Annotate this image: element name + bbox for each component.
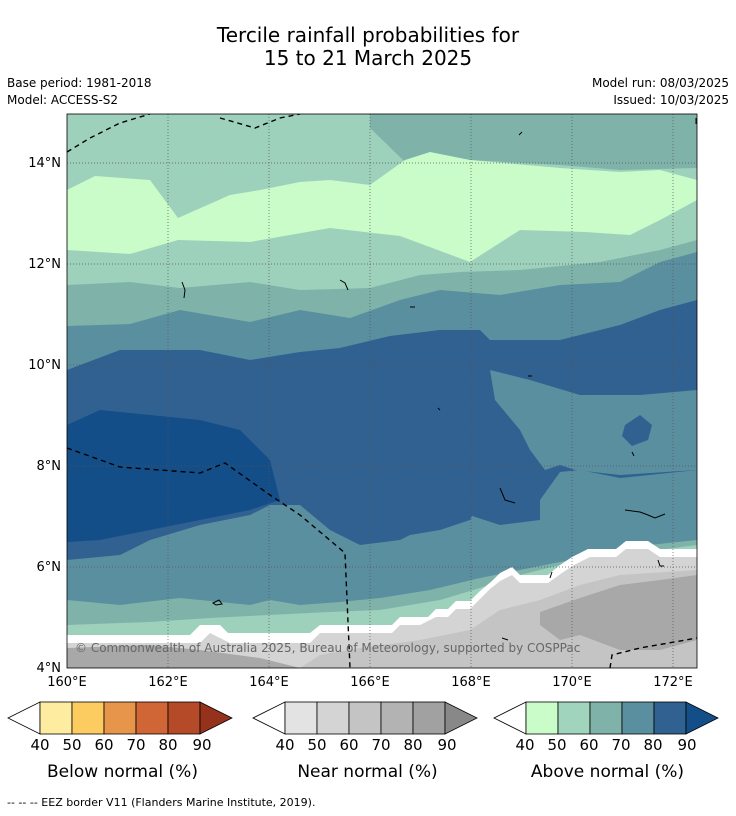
colorbar-below-swatch	[71, 701, 105, 735]
lat-label-8n: 8°N	[36, 459, 62, 474]
above-normal-40-band	[67, 152, 697, 262]
colorbar-below-high-arrow	[199, 701, 233, 735]
colorbar-above-tick: 70	[611, 736, 631, 754]
colorbar-above-swatch	[621, 701, 655, 735]
near-normal-80-band	[540, 575, 697, 650]
above-normal-80-spot	[622, 415, 652, 446]
above-normal-80-central	[340, 330, 530, 535]
colorbar-below-tick: 90	[192, 736, 212, 754]
eez-border	[67, 114, 697, 668]
map-frame	[66, 113, 698, 669]
lat-label-10n: 10°N	[28, 358, 61, 373]
colorbar-near-tick: 90	[437, 736, 457, 754]
lon-label-172e: 172°E	[653, 675, 693, 690]
copyright-notice: © Commonwealth of Australia 2025, Bureau…	[75, 641, 581, 655]
colorbar-near-tick: 80	[403, 736, 423, 754]
colorbar-below-swatch	[39, 701, 73, 735]
colorbar-above-tick: 90	[677, 736, 697, 754]
base-period: Base period: 1981-2018	[7, 76, 152, 90]
colorbar-near-swatch	[284, 701, 318, 735]
colorbar-below-tick: 40	[30, 736, 50, 754]
colorbar-below-tick: 80	[158, 736, 178, 754]
colorbar-below-swatch	[103, 701, 137, 735]
colorbar-above-low-arrow	[493, 701, 527, 735]
colorbar-near-tick: 60	[339, 736, 359, 754]
colorbar-below-swatch	[135, 701, 169, 735]
lat-label-12n: 12°N	[28, 257, 61, 272]
graticule	[67, 114, 697, 668]
lon-label-168e: 168°E	[451, 675, 491, 690]
colorbar-below-tick: 70	[126, 736, 146, 754]
eez-border-note: -- -- -- EEZ border V11 (Flanders Marine…	[7, 796, 316, 809]
map-area	[67, 114, 697, 668]
model-name: Model: ACCESS-S2	[7, 93, 119, 107]
above-normal-70-east	[490, 370, 697, 475]
colorbar-above-swatch	[525, 701, 559, 735]
lat-label-4n: 4°N	[36, 661, 62, 676]
colorbar-above-swatch	[589, 701, 623, 735]
above-normal-60-north	[370, 114, 697, 170]
lon-label-164e: 164°E	[249, 675, 289, 690]
colorbar-near-tick: 70	[371, 736, 391, 754]
colorbar-near-title: Near normal (%)	[297, 762, 438, 782]
colorbar-above-high-arrow	[685, 701, 719, 735]
lat-label-14n: 14°N	[28, 156, 61, 171]
title-line-1: Tercile rainfall probabilities for	[216, 23, 520, 47]
lat-label-6n: 6°N	[36, 560, 62, 575]
lon-label-162e: 162°E	[148, 675, 188, 690]
colorbar-near-swatch	[348, 701, 382, 735]
colorbars	[7, 701, 719, 735]
colorbar-below-swatch	[167, 701, 201, 735]
lon-label-166e: 166°E	[350, 675, 390, 690]
colorbar-near-swatch	[380, 701, 414, 735]
colorbar-near-low-arrow	[252, 701, 286, 735]
colorbar-above-title: Above normal (%)	[530, 762, 685, 782]
near-normal-80-west	[67, 645, 300, 668]
colorbar-above-swatch	[557, 701, 591, 735]
colorbar-below-low-arrow	[7, 701, 41, 735]
colorbar-above-tick: 50	[547, 736, 567, 754]
colorbar-near-tick: 50	[307, 736, 327, 754]
colorbar-below-tick: 50	[62, 736, 82, 754]
colorbar-above-tick: 80	[643, 736, 663, 754]
model-run: Model run: 08/03/2025	[591, 76, 729, 90]
colorbar-below-tick: 60	[94, 736, 114, 754]
issued-date: Issued: 10/03/2025	[613, 93, 729, 107]
lon-label-160e: 160°E	[47, 675, 87, 690]
lon-label-170e: 170°E	[552, 675, 592, 690]
colorbar-near-high-arrow	[444, 701, 478, 735]
colorbar-above-swatch	[653, 701, 687, 735]
colorbar-near-swatch	[316, 701, 350, 735]
colorbar-below-title: Below normal (%)	[47, 762, 198, 782]
islands	[181, 118, 697, 641]
above-normal-90-core	[67, 410, 280, 542]
title-line-2: 15 to 21 March 2025	[263, 46, 473, 70]
colorbar-near-tick: 40	[275, 736, 295, 754]
colorbar-above-tick: 60	[579, 736, 599, 754]
colorbar-near-swatch	[412, 701, 446, 735]
colorbar-above-tick: 40	[515, 736, 535, 754]
